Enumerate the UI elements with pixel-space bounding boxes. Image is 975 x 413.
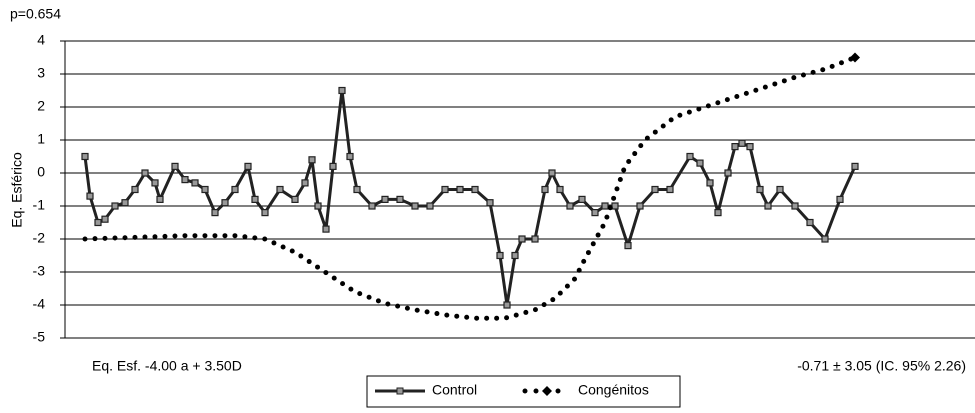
point-marker (776, 185, 784, 194)
point-marker (764, 202, 772, 210)
point-marker (131, 185, 139, 194)
point-marker (94, 218, 102, 227)
point-marker (81, 152, 89, 161)
y-tick-label: 1 (37, 131, 45, 147)
legend-label: Congénitos (578, 382, 649, 398)
point-marker (686, 152, 694, 161)
point-marker (791, 202, 799, 210)
point-marker (411, 202, 419, 210)
point-marker (171, 162, 179, 170)
point-marker (211, 209, 219, 217)
point-marker (578, 195, 586, 203)
point-marker (714, 209, 722, 217)
point-marker (276, 185, 284, 194)
legend-swatch (396, 387, 404, 395)
point-marker (624, 242, 632, 250)
legend-swatch (542, 386, 552, 396)
y-tick-label: -5 (33, 329, 46, 345)
point-marker (381, 195, 389, 203)
point-marker (338, 86, 346, 95)
y-tick-label: 0 (37, 164, 45, 180)
point-marker (191, 179, 199, 187)
annotation: -0.71 ± 3.05 (IC. 95% 2.26) (797, 358, 966, 374)
point-marker (556, 185, 564, 194)
point-marker (426, 202, 434, 210)
legend-label: Control (432, 382, 477, 398)
y-tick-label: 2 (37, 98, 45, 114)
point-marker (329, 162, 337, 170)
point-marker (156, 195, 164, 203)
point-marker (314, 202, 322, 210)
point-marker (746, 143, 754, 151)
point-marker (221, 199, 229, 207)
chart-title: p=0.654 (10, 6, 61, 22)
point-marker (181, 176, 189, 184)
point-marker (301, 179, 309, 187)
point-marker (308, 156, 316, 164)
point-marker (441, 185, 449, 194)
point-marker (456, 185, 464, 194)
series-line (82, 55, 858, 321)
point-marker (396, 195, 404, 203)
point-marker (101, 215, 109, 223)
point-marker (511, 251, 519, 260)
point-marker (111, 202, 119, 210)
series-line (83, 89, 857, 307)
y-axis-label: Eq. Esférico (9, 152, 25, 228)
point-marker (486, 199, 494, 207)
point-marker (251, 195, 259, 203)
point-marker (518, 235, 526, 243)
point-marker (368, 202, 376, 210)
point-marker (724, 169, 732, 177)
y-tick-label: -2 (33, 230, 46, 246)
point-marker (756, 185, 764, 194)
point-marker (566, 202, 574, 210)
point-marker (851, 162, 859, 170)
point-marker (541, 185, 549, 194)
y-tick-label: -3 (33, 263, 46, 279)
point-marker (141, 169, 149, 177)
point-marker (346, 152, 354, 161)
point-marker (244, 162, 252, 170)
y-tick-label: -1 (33, 197, 46, 213)
point-marker (121, 199, 129, 207)
point-marker (611, 202, 619, 210)
point-marker (231, 185, 239, 194)
point-marker (531, 235, 539, 243)
point-marker (636, 202, 644, 210)
y-tick-label: 3 (37, 65, 45, 81)
point-marker (353, 185, 361, 194)
point-marker (706, 179, 714, 187)
annotation: Eq. Esf. -4.00 a + 3.50D (92, 358, 242, 374)
point-marker (821, 235, 829, 243)
point-marker (738, 139, 746, 147)
point-marker (86, 192, 94, 200)
point-marker (471, 185, 479, 194)
point-marker (201, 185, 209, 194)
point-marker (806, 218, 814, 227)
point-marker (322, 225, 330, 233)
point-marker (291, 195, 299, 203)
y-tick-label: -4 (33, 296, 46, 312)
point-marker (548, 169, 556, 177)
point-marker (651, 185, 659, 194)
y-tick-label: 4 (37, 32, 45, 48)
point-marker (666, 185, 674, 194)
point-marker (836, 195, 844, 203)
point-marker (850, 52, 860, 63)
point-marker (591, 209, 599, 217)
point-marker (151, 179, 159, 187)
point-marker (731, 143, 739, 151)
point-marker (696, 159, 704, 167)
point-marker (261, 209, 269, 217)
point-marker (601, 202, 609, 210)
point-marker (503, 301, 511, 309)
point-marker (496, 251, 504, 260)
